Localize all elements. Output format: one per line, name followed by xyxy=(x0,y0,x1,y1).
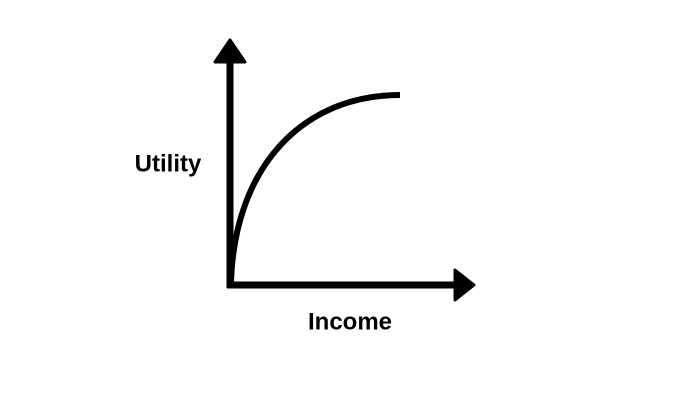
y-axis-label: Utility xyxy=(135,150,202,177)
x-axis-label: Income xyxy=(308,308,392,335)
y-arrowhead xyxy=(213,38,247,64)
utility-curve xyxy=(228,92,401,284)
x-arrowhead xyxy=(453,268,476,302)
